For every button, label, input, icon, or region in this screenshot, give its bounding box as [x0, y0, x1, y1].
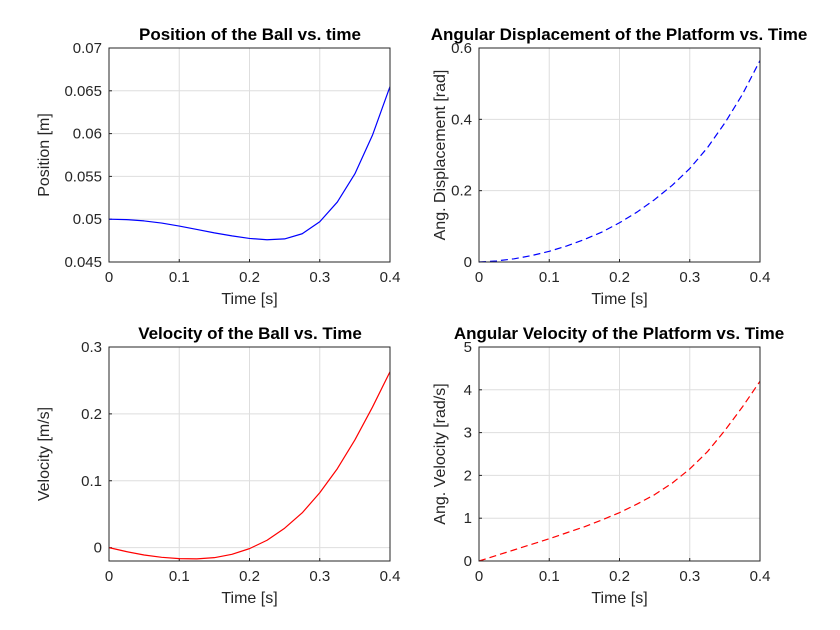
y-tick-label: 0.3	[81, 339, 102, 356]
x-tick-label: 0.3	[309, 269, 330, 286]
series-line	[478, 380, 761, 562]
chart-title: Angular Velocity of the Platform vs. Tim…	[454, 324, 784, 343]
axes-box	[478, 346, 761, 562]
x-tick-label: 0.1	[169, 568, 190, 585]
x-axis-label: Time [s]	[221, 291, 277, 308]
x-tick-label: 0.2	[239, 269, 260, 286]
y-tick-label: 0.6	[451, 40, 472, 57]
y-tick-label: 0.07	[73, 40, 102, 57]
y-tick-label: 0.1	[81, 473, 102, 490]
y-tick-label: 0.055	[64, 168, 102, 185]
x-tick-label: 0.1	[539, 568, 560, 585]
y-axis-label: Ang. Velocity [rad/s]	[432, 383, 449, 524]
y-tick-label: 0.2	[451, 183, 472, 200]
y-tick-label: 0.065	[64, 83, 102, 100]
x-tick-label: 0.3	[309, 568, 330, 585]
series-line	[478, 60, 761, 263]
x-tick-label: 0	[105, 269, 113, 286]
x-tick-label: 0	[475, 568, 483, 585]
y-tick-label: 0.06	[73, 126, 102, 143]
y-tick-label: 2	[464, 467, 472, 484]
x-tick-label: 0.3	[679, 568, 700, 585]
y-tick-label: 4	[464, 382, 472, 399]
y-tick-label: 5	[464, 339, 472, 356]
x-tick-label: 0.2	[239, 568, 260, 585]
y-tick-label: 1	[464, 510, 472, 527]
x-tick-label: 0.1	[539, 269, 560, 286]
x-tick-label: 0.4	[380, 568, 401, 585]
chart-title: Velocity of the Ball vs. Time	[138, 324, 362, 343]
y-axis-label: Ang. Displacement [rad]	[432, 70, 449, 241]
series-line	[108, 371, 391, 560]
y-axis-label: Velocity [m/s]	[36, 407, 53, 501]
x-tick-label: 0.4	[380, 269, 401, 286]
y-tick-label: 0	[464, 553, 472, 570]
y-tick-label: 0.4	[451, 111, 472, 128]
axes-box	[108, 47, 391, 263]
x-tick-label: 0.2	[609, 269, 630, 286]
x-axis-label: Time [s]	[221, 590, 277, 607]
y-axis-label: Position [m]	[36, 113, 53, 197]
chart-pos: 0 0.1 0.2 0.3 0.4 0.045 0.05 0.055 0.06 0.065 0.07…	[36, 25, 400, 308]
x-tick-label: 0.3	[679, 269, 700, 286]
x-axis-label: Time [s]	[591, 590, 647, 607]
x-tick-label: 0.4	[750, 269, 771, 286]
x-tick-label: 0.4	[750, 568, 771, 585]
axes-box	[108, 346, 391, 562]
chart-title: Angular Displacement of the Platform vs.…	[431, 25, 808, 44]
axes-box	[478, 47, 761, 263]
x-axis-label: Time [s]	[591, 291, 647, 308]
x-tick-label: 0.1	[169, 269, 190, 286]
y-tick-label: 0	[94, 540, 102, 557]
chart-vel: 0 0.1 0.2 0.3 0.4 0 0.1 0.2 0.3 Velocity of the B…	[36, 324, 400, 607]
x-tick-label: 0.2	[609, 568, 630, 585]
chart-title: Position of the Ball vs. time	[139, 25, 361, 44]
x-tick-label: 0	[105, 568, 113, 585]
series-line	[108, 86, 391, 241]
y-tick-label: 0.05	[73, 211, 102, 228]
x-tick-label: 0	[475, 269, 483, 286]
y-tick-label: 0.045	[64, 254, 102, 271]
y-tick-label: 0	[464, 254, 472, 271]
y-tick-label: 3	[464, 425, 472, 442]
y-tick-label: 0.2	[81, 406, 102, 423]
